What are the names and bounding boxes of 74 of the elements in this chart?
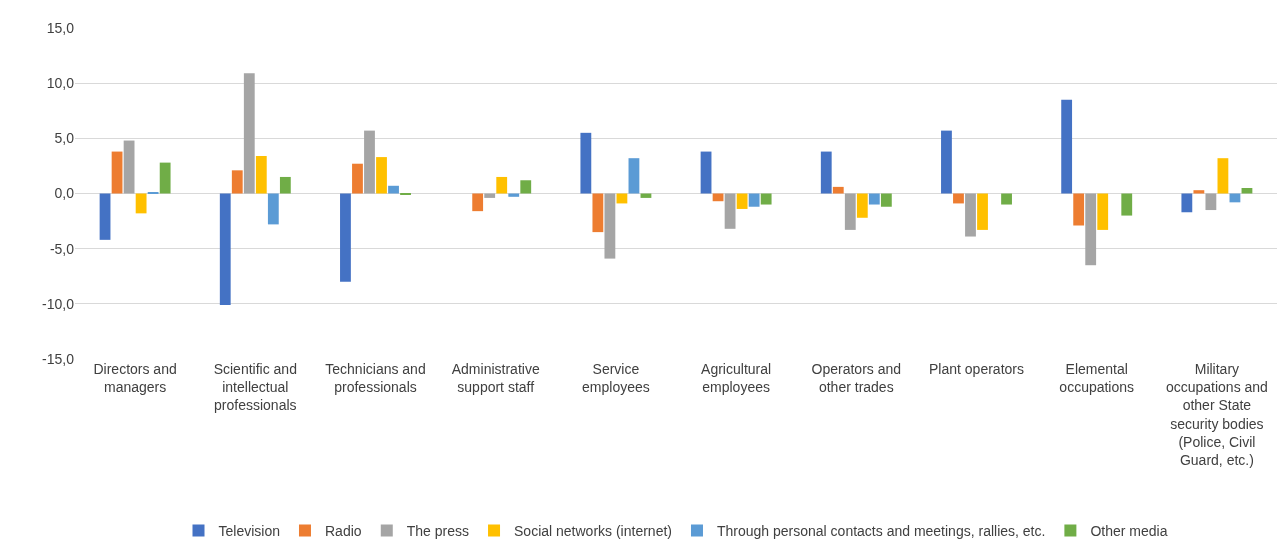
y-tick-label: -5,0 [49, 240, 75, 257]
bar [868, 193, 880, 205]
bar [628, 158, 640, 194]
bar [231, 170, 243, 194]
x-tick-label: Military occupations and other State security bodies (Police, Civil Guard, etc.) [1165, 361, 1268, 468]
y-tick-label: -15,0 [42, 350, 75, 367]
bar [760, 193, 772, 205]
bar [941, 130, 952, 194]
bar [376, 157, 387, 194]
x-tick-label: Operators and other trades [811, 361, 902, 396]
bar [267, 193, 279, 225]
bar [496, 176, 508, 194]
bar [1001, 193, 1012, 205]
bar [255, 155, 267, 194]
x-tick-label: Elemental occupations [1059, 361, 1135, 396]
bar [1217, 158, 1229, 194]
x-tick-label: Technicians and professionals [325, 361, 426, 396]
y-tick-label: 5,0 [54, 130, 75, 147]
bar [1205, 193, 1217, 211]
bar [592, 193, 604, 233]
bar [1241, 187, 1253, 194]
bar [736, 193, 748, 209]
bar [580, 132, 592, 194]
bar [99, 193, 111, 240]
bar [977, 193, 988, 230]
bar [279, 176, 291, 194]
y-tick-label: 0,0 [54, 185, 75, 202]
bar [243, 73, 255, 194]
bar [1073, 193, 1085, 226]
bar [219, 193, 231, 305]
x-tick-label: Plant operators [929, 361, 1024, 377]
x-tick-label: Directors and managers [93, 361, 177, 396]
x-tick-label: Service employees [582, 361, 650, 396]
bar [111, 151, 123, 194]
bar [1061, 99, 1073, 194]
bar [484, 193, 496, 198]
bar [388, 185, 399, 194]
bar [1193, 190, 1205, 194]
y-tick-label: 15,0 [46, 19, 75, 36]
bar [832, 186, 844, 194]
bar [352, 163, 363, 194]
legend-label: The press [406, 523, 470, 540]
x-tick-label: Agricultural employees [701, 361, 772, 396]
bar [844, 193, 856, 230]
bar [340, 193, 351, 282]
legend-label: Social networks (internet) [514, 523, 672, 540]
bar [508, 193, 520, 197]
bar [1181, 193, 1193, 213]
bar [820, 151, 832, 194]
bar [724, 193, 736, 229]
legend-label: Other media [1090, 523, 1168, 540]
legend-label: Through personal contacts and meetings, rallies, etc. [716, 523, 1046, 540]
bar [856, 193, 868, 218]
bar [520, 180, 532, 194]
x-tick-label: Administrative support staff [451, 361, 540, 396]
x-tick-label: Scientific and intellectual professionals [213, 361, 297, 414]
legend-label: Radio [324, 523, 362, 540]
legend-label: Television [218, 523, 280, 540]
bar [364, 130, 375, 194]
bar [159, 162, 171, 194]
y-tick-label: 10,0 [46, 75, 75, 92]
bar [953, 193, 964, 204]
bar [1121, 193, 1133, 216]
y-tick-label: -10,0 [42, 295, 75, 312]
bar [748, 193, 760, 207]
bar [1097, 193, 1109, 230]
bar [472, 193, 484, 212]
bar [880, 193, 892, 207]
bar [1085, 193, 1097, 266]
bar [135, 193, 147, 214]
bar [604, 193, 616, 259]
bar [965, 193, 976, 237]
bar [700, 151, 712, 194]
bar [123, 140, 135, 194]
